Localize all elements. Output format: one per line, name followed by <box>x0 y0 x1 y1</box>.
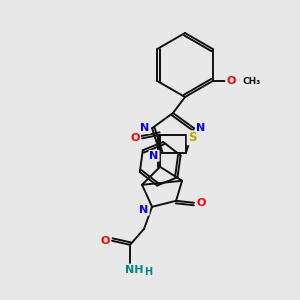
Text: N: N <box>196 123 206 133</box>
Text: O: O <box>196 198 206 208</box>
Text: H: H <box>144 267 152 277</box>
Text: N: N <box>140 205 149 215</box>
Text: O: O <box>130 134 140 143</box>
Text: O: O <box>100 236 110 246</box>
Text: O: O <box>226 76 236 86</box>
Text: NH: NH <box>125 265 143 275</box>
Text: CH₃: CH₃ <box>243 76 261 85</box>
Text: N: N <box>149 151 159 161</box>
Text: S: S <box>188 131 196 144</box>
Text: N: N <box>140 123 150 133</box>
